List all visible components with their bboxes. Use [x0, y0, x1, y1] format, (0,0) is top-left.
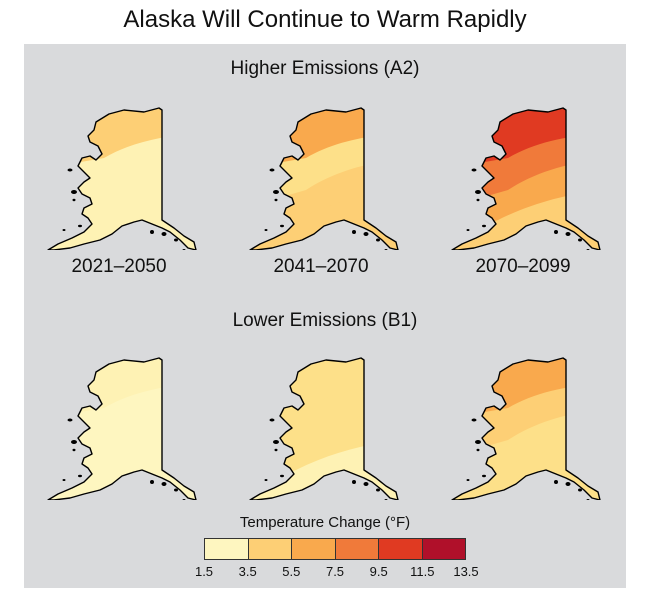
- island-icon: [264, 479, 268, 481]
- island-icon: [578, 238, 582, 242]
- island-icon: [363, 482, 369, 486]
- island-icon: [72, 198, 76, 202]
- island-icon: [476, 448, 480, 452]
- map-b1-2041-2070: [249, 357, 399, 500]
- scenario-title-b1: Lower Emissions (B1): [232, 310, 418, 331]
- island-icon: [384, 249, 388, 250]
- legend-tick-label: 7.5: [325, 564, 345, 579]
- island-icon: [376, 488, 380, 492]
- island-icon: [264, 229, 268, 231]
- island-icon: [62, 479, 66, 481]
- island-icon: [269, 168, 275, 172]
- map-b1-2021-2050: [47, 357, 197, 500]
- legend-tick-label: 5.5: [282, 564, 301, 579]
- island-icon: [67, 418, 73, 422]
- island-icon: [78, 224, 82, 228]
- island-icon: [71, 190, 77, 194]
- legend-tick-label: 1.5: [194, 564, 214, 579]
- legend-ticks: 1.5 3.5 5.5 7.5 9.5 11.5 13.5: [192, 564, 482, 582]
- alaska-outline: [249, 107, 399, 250]
- island-icon: [471, 168, 477, 172]
- figure-title: Alaska Will Continue to Warm Rapidly: [123, 6, 527, 33]
- island-icon: [466, 479, 470, 481]
- legend-tick-label: 9.5: [369, 564, 388, 579]
- legend-tick-label: 11.5: [410, 564, 435, 579]
- legend-tick-label: 13.5: [453, 564, 479, 579]
- alaska-outline: [451, 357, 601, 500]
- map-a2-2041-2070: [249, 107, 399, 250]
- legend-swatch-6: [422, 539, 465, 559]
- legend-swatch-4: [335, 539, 379, 559]
- map-panel: Higher Emissions (A2) 2021–2050 2041–207…: [24, 44, 626, 588]
- island-icon: [280, 474, 284, 478]
- island-icon: [174, 238, 178, 242]
- island-icon: [150, 480, 154, 484]
- island-icon: [150, 230, 154, 234]
- map-b1-2070-2099: [451, 357, 601, 500]
- island-icon: [482, 224, 486, 228]
- legend-swatch-5: [379, 539, 423, 559]
- island-icon: [161, 232, 167, 236]
- alaska-outline: [47, 357, 197, 500]
- island-icon: [384, 499, 388, 500]
- island-icon: [482, 474, 486, 478]
- island-icon: [62, 229, 66, 231]
- island-icon: [78, 474, 82, 478]
- map-a2-2021-2050: [47, 107, 197, 250]
- map-a2-2070-2099: [451, 107, 601, 250]
- alaska-outline: [249, 357, 399, 500]
- island-icon: [586, 499, 590, 500]
- island-icon: [71, 440, 77, 444]
- island-icon: [352, 480, 356, 484]
- island-icon: [273, 190, 279, 194]
- island-icon: [586, 249, 590, 250]
- island-icon: [475, 440, 481, 444]
- legend-tick-label: 3.5: [238, 564, 257, 579]
- period-label-2070-2099: 2070–2099: [475, 256, 571, 277]
- scenario-title-a2: Higher Emissions (A2): [230, 58, 420, 79]
- island-icon: [72, 448, 76, 452]
- period-label-2041-2070: 2041–2070: [273, 256, 369, 277]
- period-label-2021-2050: 2021–2050: [71, 256, 167, 277]
- island-icon: [475, 190, 481, 194]
- island-icon: [67, 168, 73, 172]
- island-icon: [476, 198, 480, 202]
- island-icon: [274, 448, 278, 452]
- island-icon: [554, 230, 558, 234]
- island-icon: [363, 232, 369, 236]
- island-icon: [554, 480, 558, 484]
- island-icon: [376, 238, 380, 242]
- alaska-outline: [451, 107, 601, 250]
- alaska-outline: [47, 107, 197, 250]
- island-icon: [161, 482, 167, 486]
- island-icon: [280, 224, 284, 228]
- island-icon: [565, 232, 571, 236]
- island-icon: [182, 499, 186, 500]
- island-icon: [471, 418, 477, 422]
- legend-swatch-1: [205, 539, 249, 559]
- island-icon: [174, 488, 178, 492]
- legend-title: Temperature Change (°F): [239, 514, 411, 531]
- island-icon: [274, 198, 278, 202]
- island-icon: [565, 482, 571, 486]
- legend-colorbar: [204, 538, 466, 560]
- island-icon: [273, 440, 279, 444]
- island-icon: [352, 230, 356, 234]
- island-icon: [182, 249, 186, 250]
- island-icon: [269, 418, 275, 422]
- island-icon: [466, 229, 470, 231]
- legend-swatch-2: [248, 539, 292, 559]
- island-icon: [578, 488, 582, 492]
- legend-swatch-3: [292, 539, 336, 559]
